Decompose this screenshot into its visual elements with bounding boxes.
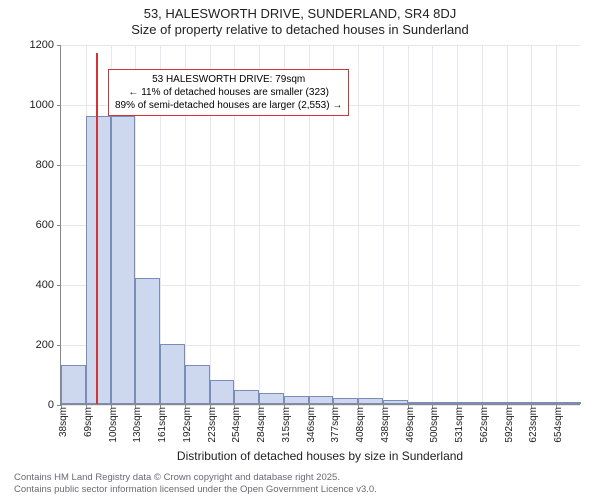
histogram-bar (86, 116, 111, 404)
xtick-label: 438sqm (380, 407, 391, 443)
ytick-label: 1200 (4, 39, 54, 51)
legend-line3: 89% of semi-detached houses are larger (… (115, 99, 342, 112)
xtick-label: 38sqm (58, 407, 69, 437)
histogram-bar (284, 396, 309, 404)
xtick-label: 623sqm (528, 407, 539, 443)
gridline-h (61, 45, 580, 46)
reference-line (96, 53, 98, 404)
histogram-bar (482, 402, 507, 404)
attribution-footer: Contains HM Land Registry data © Crown c… (14, 472, 377, 496)
xtick-label: 562sqm (479, 407, 490, 443)
histogram-bar (185, 365, 210, 404)
gridline-v (432, 45, 433, 404)
legend-line2: ← 11% of detached houses are smaller (32… (115, 86, 342, 99)
gridline-v (457, 45, 458, 404)
histogram-bar (531, 402, 556, 404)
histogram-bar (210, 380, 235, 404)
ytick-label: 800 (4, 159, 54, 171)
xtick-label: 315sqm (281, 407, 292, 443)
title-line1: 53, HALESWORTH DRIVE, SUNDERLAND, SR4 8D… (0, 6, 600, 22)
ytick-label: 600 (4, 219, 54, 231)
xtick-label: 377sqm (330, 407, 341, 443)
histogram-bar (457, 402, 482, 404)
xtick-label: 408sqm (355, 407, 366, 443)
histogram-bar (408, 402, 433, 404)
ytick-mark (57, 165, 61, 166)
ytick-label: 0 (4, 399, 54, 411)
gridline-v (507, 45, 508, 404)
xtick-label: 592sqm (504, 407, 515, 443)
gridline-v (482, 45, 483, 404)
xtick-label: 531sqm (454, 407, 465, 443)
xtick-label: 654sqm (553, 407, 564, 443)
xtick-label: 284sqm (256, 407, 267, 443)
footer-line1: Contains HM Land Registry data © Crown c… (14, 472, 377, 484)
histogram-bar (383, 400, 408, 404)
chart-title-block: 53, HALESWORTH DRIVE, SUNDERLAND, SR4 8D… (0, 0, 600, 39)
histogram-bar (507, 402, 532, 404)
histogram-bar (160, 344, 185, 404)
ytick-mark (57, 345, 61, 346)
xtick-label: 346sqm (306, 407, 317, 443)
ytick-mark (57, 285, 61, 286)
footer-line2: Contains public sector information licen… (14, 484, 377, 496)
histogram-bar (259, 393, 284, 404)
title-line2: Size of property relative to detached ho… (0, 22, 600, 38)
xtick-label: 469sqm (405, 407, 416, 443)
histogram-bar (358, 398, 383, 403)
histogram-bar (111, 116, 136, 404)
histogram-bar (333, 398, 358, 404)
xtick-label: 161sqm (157, 407, 168, 443)
gridline-v (556, 45, 557, 404)
xtick-label: 500sqm (429, 407, 440, 443)
x-axis-label: Distribution of detached houses by size … (177, 449, 463, 463)
histogram-bar (61, 365, 86, 404)
histogram-bar (309, 396, 334, 404)
histogram-bar (556, 402, 581, 404)
histogram-bar (432, 402, 457, 404)
ytick-mark (57, 105, 61, 106)
gridline-h (61, 225, 580, 226)
xtick-label: 130sqm (132, 407, 143, 443)
legend-line1: 53 HALESWORTH DRIVE: 79sqm (115, 73, 342, 86)
ytick-label: 1000 (4, 99, 54, 111)
reference-legend: 53 HALESWORTH DRIVE: 79sqm ← 11% of deta… (108, 69, 349, 116)
xtick-label: 254sqm (231, 407, 242, 443)
xtick-label: 223sqm (207, 407, 218, 443)
xtick-label: 69sqm (83, 407, 94, 437)
gridline-v (408, 45, 409, 404)
gridline-v (531, 45, 532, 404)
ytick-mark (57, 225, 61, 226)
gridline-h (61, 405, 580, 406)
gridline-h (61, 165, 580, 166)
xtick-label: 100sqm (108, 407, 119, 443)
histogram-bar (234, 390, 259, 404)
ytick-mark (57, 45, 61, 46)
xtick-label: 192sqm (182, 407, 193, 443)
ytick-label: 200 (4, 339, 54, 351)
chart-area: Number of detached properties Distributi… (60, 45, 580, 405)
gridline-v (383, 45, 384, 404)
gridline-v (358, 45, 359, 404)
ytick-label: 400 (4, 279, 54, 291)
histogram-bar (135, 278, 160, 404)
